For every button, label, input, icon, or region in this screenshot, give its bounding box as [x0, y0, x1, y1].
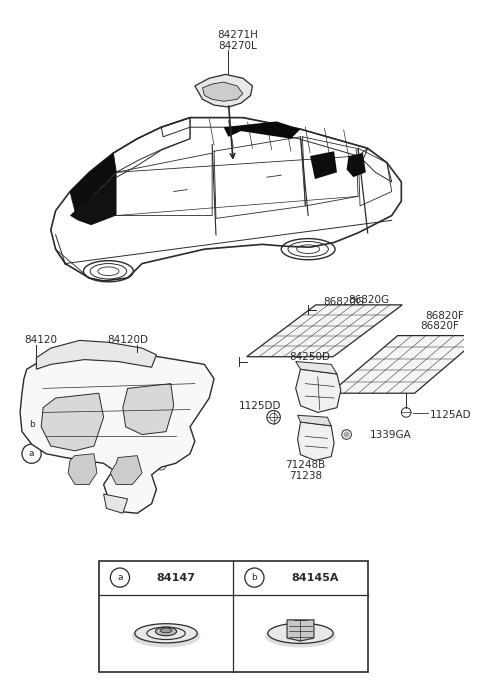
Polygon shape [224, 121, 300, 139]
Text: 71248B: 71248B [285, 460, 325, 470]
Polygon shape [20, 345, 214, 513]
Text: 84270L: 84270L [219, 41, 257, 50]
Circle shape [239, 92, 243, 95]
Polygon shape [330, 335, 480, 393]
Text: 84120D: 84120D [107, 335, 148, 345]
Text: 86820F: 86820F [420, 321, 459, 331]
Polygon shape [203, 82, 243, 102]
Polygon shape [310, 151, 337, 179]
Polygon shape [36, 340, 156, 369]
Text: 86820F: 86820F [425, 312, 464, 321]
Text: a: a [117, 573, 123, 582]
Polygon shape [70, 172, 116, 225]
Polygon shape [68, 454, 97, 484]
Text: 86820G: 86820G [323, 297, 364, 307]
Polygon shape [296, 361, 337, 374]
Polygon shape [70, 153, 116, 214]
Polygon shape [247, 305, 402, 357]
Ellipse shape [266, 626, 335, 647]
Polygon shape [41, 393, 104, 451]
Polygon shape [110, 456, 142, 484]
Polygon shape [298, 415, 331, 426]
Polygon shape [347, 153, 366, 177]
Circle shape [204, 90, 208, 94]
Ellipse shape [132, 626, 200, 647]
Text: 84271H: 84271H [217, 30, 259, 40]
Text: b: b [29, 421, 35, 429]
Ellipse shape [156, 627, 177, 636]
Circle shape [222, 89, 226, 92]
Text: 84250D: 84250D [289, 351, 331, 362]
Text: 86820G: 86820G [348, 295, 390, 305]
Text: 1125AD: 1125AD [430, 410, 472, 420]
Polygon shape [195, 74, 252, 107]
Bar [99, 561, 368, 672]
Polygon shape [298, 422, 334, 461]
Ellipse shape [160, 628, 172, 633]
Text: 71238: 71238 [289, 471, 322, 481]
Text: 84120: 84120 [24, 335, 57, 345]
Polygon shape [287, 620, 314, 641]
Polygon shape [123, 384, 174, 435]
Text: 84145A: 84145A [291, 573, 339, 582]
Text: 1125DD: 1125DD [239, 400, 281, 411]
Ellipse shape [135, 624, 197, 643]
Polygon shape [296, 369, 341, 412]
Text: a: a [29, 449, 35, 459]
Circle shape [344, 432, 349, 437]
Ellipse shape [268, 623, 333, 643]
Polygon shape [104, 494, 128, 513]
Text: b: b [252, 573, 257, 582]
Text: 1339GA: 1339GA [370, 430, 411, 440]
Text: 84147: 84147 [156, 573, 195, 582]
